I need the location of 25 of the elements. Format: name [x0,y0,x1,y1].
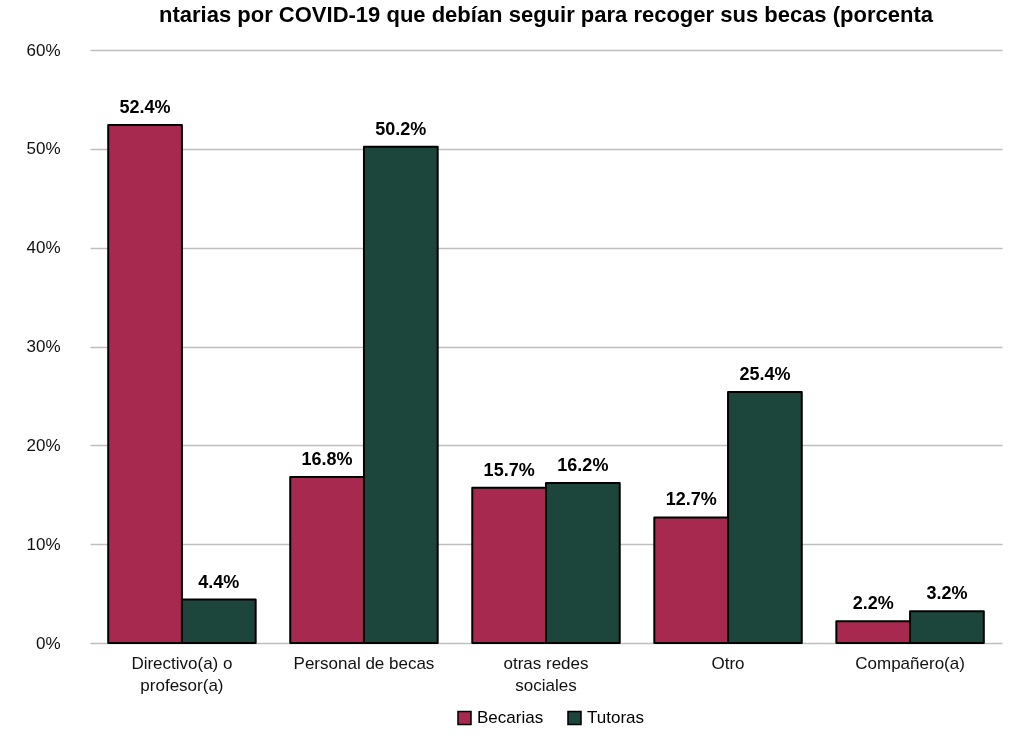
y-tick-label: 10% [26,534,61,554]
y-tick-label: 50% [26,139,61,159]
y-tick-label: 40% [26,238,61,258]
x-tick-label: otras redes sociales [503,653,589,695]
data-label: 25.4% [739,363,791,384]
y-tick-label: 0% [35,633,61,653]
data-label: 52.4% [119,97,171,118]
x-tick-label: Compañero(a) [855,653,965,673]
data-label: 50.2% [375,118,427,139]
data-label: 4.4% [198,571,240,592]
data-label: 2.2% [852,593,894,614]
data-label: 16.2% [557,454,609,475]
x-tick-label: Directivo(a) o profesor(a) [131,653,233,695]
x-tick-label: Otro [711,653,745,673]
y-tick-label: 60% [26,40,61,60]
data-label: 3.2% [926,583,968,604]
x-tick-label: Personal de becas [293,653,435,673]
legend-label: Tutoras [587,707,645,727]
data-label: 16.8% [301,448,353,469]
y-tick-label: 20% [26,435,61,455]
chart-title: ntarias por COVID-19 que debían seguir para recoger sus becas (porcenta [159,2,934,27]
y-tick-label: 30% [26,337,61,356]
legend-label: Becarias [477,707,544,727]
data-label: 12.7% [665,489,717,510]
data-label: 15.7% [483,459,535,480]
